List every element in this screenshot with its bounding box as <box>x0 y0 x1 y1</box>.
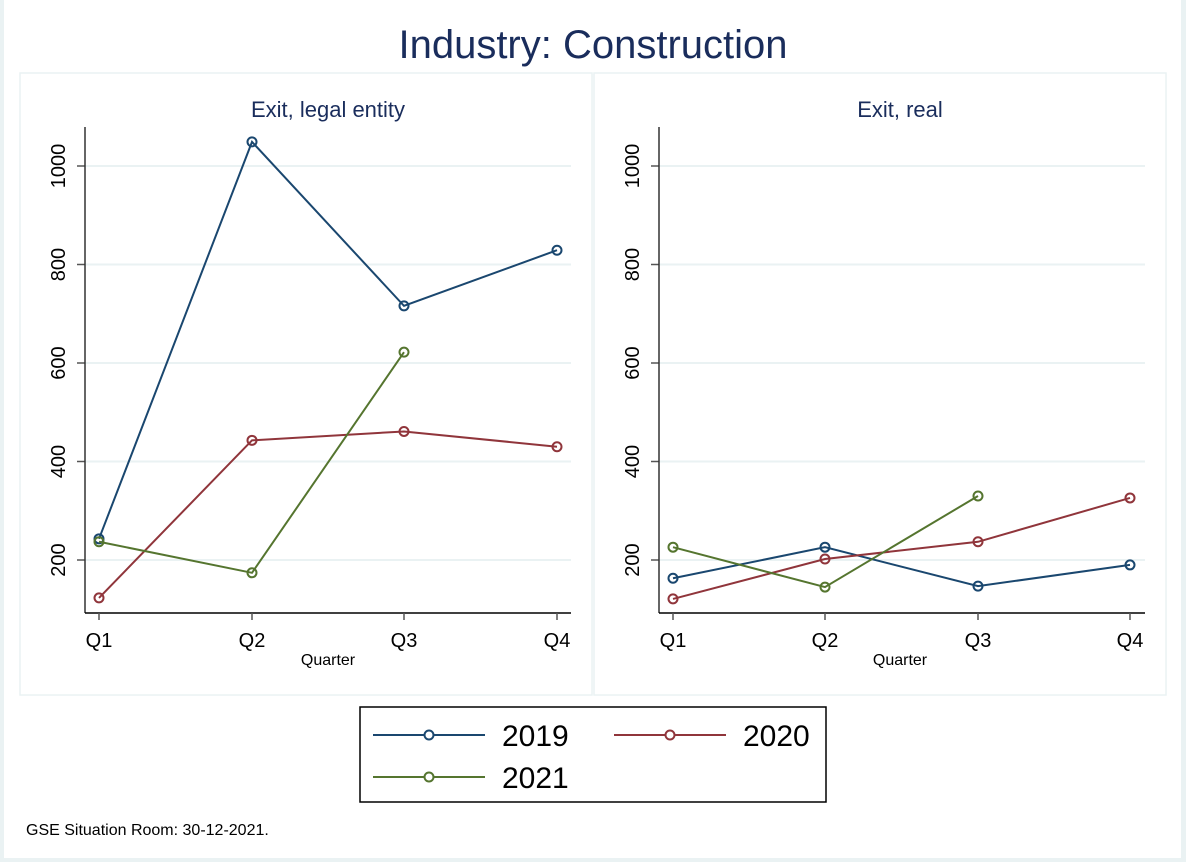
x-tick-label-Q3: Q3 <box>965 630 992 652</box>
point-2020-Q3 <box>972 536 984 548</box>
point-2021-Q1 <box>93 536 105 548</box>
point-2020-Q1 <box>667 593 679 605</box>
source-note: GSE Situation Room: 30-12-2021. <box>26 822 269 839</box>
panel-right-x-axis-title: Quarter <box>873 652 928 669</box>
panel-left-plot: 200 400 600 800 1000 Q1 Q2 Q3 Q4 <box>48 127 571 652</box>
y-tick-label-800: 800 <box>48 248 70 281</box>
legend-item-2020: 2020 <box>614 720 810 753</box>
y-tick-label-600: 600 <box>622 346 644 379</box>
x-tick-label-Q2: Q2 <box>239 630 266 652</box>
series-line-2020 <box>98 430 558 599</box>
legend-label-2021: 2021 <box>502 762 569 795</box>
legend: 2019 2020 2021 <box>359 706 827 803</box>
y-tick-label-400: 400 <box>48 445 70 478</box>
point-2019-Q3 <box>398 300 410 312</box>
point-2021-Q2 <box>819 581 831 593</box>
point-2021-Q3 <box>398 346 410 358</box>
panel-left-x-axis-title: Quarter <box>301 652 356 669</box>
point-2021-Q2 <box>246 567 258 579</box>
series-line-2020 <box>672 496 1131 600</box>
x-tick-label-Q2: Q2 <box>812 630 839 652</box>
series-line-2019 <box>98 140 558 540</box>
legend-marker-2021 <box>423 771 435 783</box>
panel-left-frame <box>19 72 593 696</box>
x-tick-label-Q3: Q3 <box>391 630 418 652</box>
y-tick-label-800: 800 <box>622 248 644 281</box>
panel-left-title: Exit, legal entity <box>251 97 405 122</box>
point-2019-Q2 <box>246 136 258 148</box>
legend-box <box>359 706 827 803</box>
point-2019-Q3 <box>972 580 984 592</box>
point-2019-Q2 <box>819 541 831 553</box>
series-line-2021 <box>672 495 979 589</box>
x-tick-label-Q4: Q4 <box>544 630 571 652</box>
point-2020-Q2 <box>819 553 831 565</box>
legend-marker-2020 <box>664 729 676 741</box>
y-tick-label-400: 400 <box>622 445 644 478</box>
series-line-2021 <box>98 351 405 574</box>
point-2020-Q3 <box>398 425 410 437</box>
y-tick-label-600: 600 <box>48 346 70 379</box>
point-2020-Q4 <box>551 441 563 453</box>
x-tick-label-Q1: Q1 <box>660 630 687 652</box>
y-tick-label-1000: 1000 <box>48 144 70 189</box>
legend-marker-2019 <box>423 729 435 741</box>
y-tick-label-200: 200 <box>622 543 644 576</box>
x-tick-label-Q4: Q4 <box>1117 630 1144 652</box>
point-2019-Q4 <box>551 244 563 256</box>
chart-title: Industry: Construction <box>398 23 787 67</box>
legend-item-2021: 2021 <box>373 762 569 795</box>
point-2020-Q1 <box>93 592 105 604</box>
legend-label-2020: 2020 <box>743 720 810 753</box>
legend-item-2019: 2019 <box>373 720 569 753</box>
x-tick-label-Q1: Q1 <box>86 630 113 652</box>
panel-right-title: Exit, real <box>857 97 943 122</box>
point-2020-Q2 <box>246 434 258 446</box>
y-tick-label-1000: 1000 <box>622 144 644 189</box>
legend-label-2019: 2019 <box>502 720 569 753</box>
point-2021-Q3 <box>972 490 984 502</box>
point-2019-Q4 <box>1124 559 1136 571</box>
series-line-2019 <box>672 546 1131 588</box>
panel-right-frame <box>593 72 1167 696</box>
point-2021-Q1 <box>667 541 679 553</box>
panel-right-plot: 200 400 600 800 1000 Q1 Q2 Q3 Q4 <box>622 127 1145 652</box>
y-tick-label-200: 200 <box>48 543 70 576</box>
point-2019-Q1 <box>667 572 679 584</box>
point-2020-Q4 <box>1124 492 1136 504</box>
